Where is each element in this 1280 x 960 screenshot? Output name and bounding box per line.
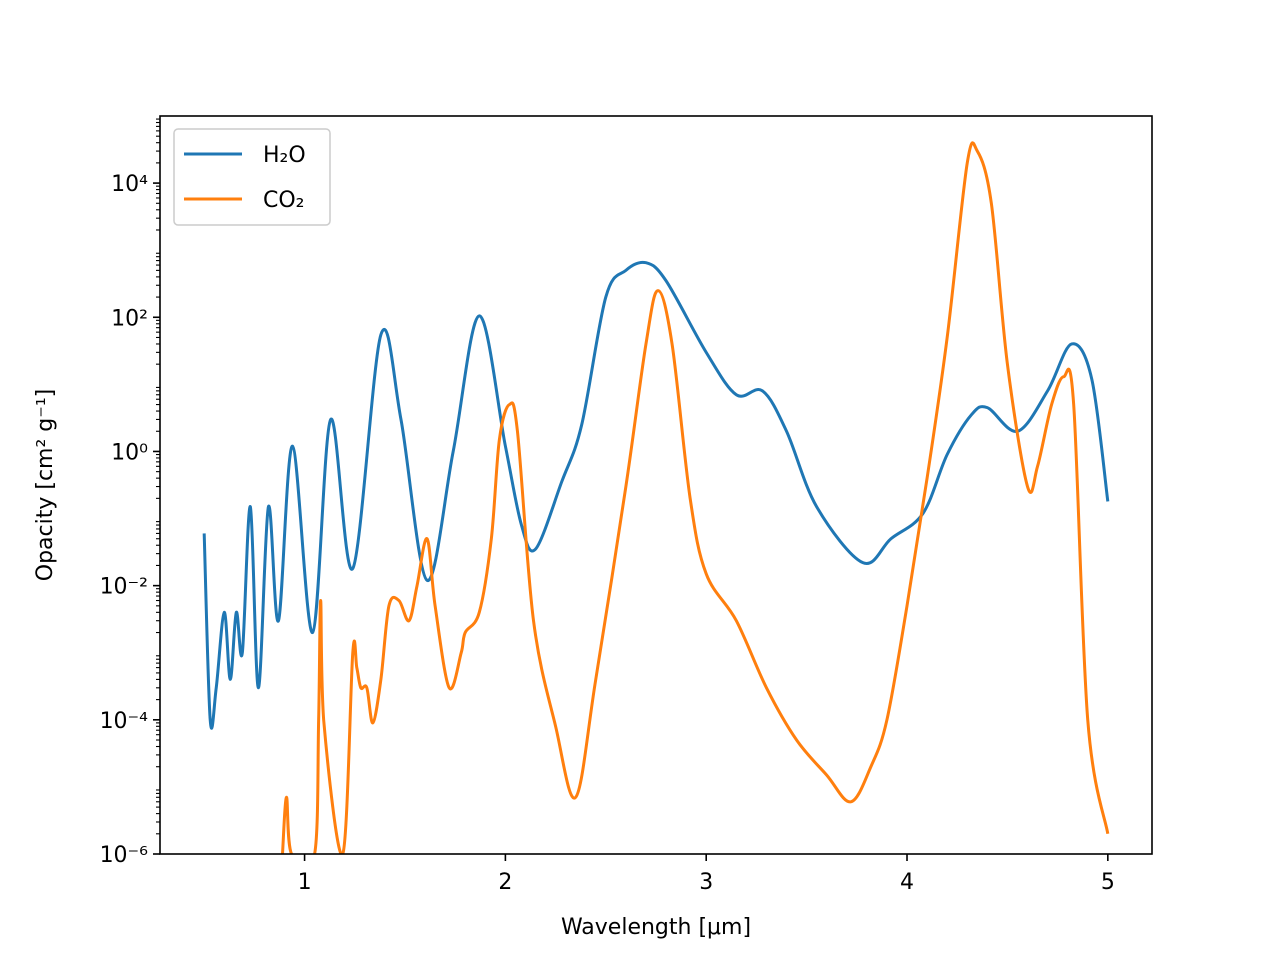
x-tick-label: 2	[498, 870, 512, 895]
series-line-h2o	[202, 260, 1110, 730]
series-line-co2	[280, 141, 1110, 854]
x-tick-label: 5	[1101, 870, 1115, 895]
x-tick-label: 3	[699, 870, 713, 895]
legend: H₂O CO₂	[173, 128, 331, 226]
legend-box	[173, 128, 331, 226]
x-tick-label: 4	[900, 870, 914, 895]
y-tick-label: 10⁻²	[100, 575, 148, 600]
y-tick-label: 10⁰	[111, 440, 148, 465]
legend-co2-label: CO₂	[263, 188, 305, 213]
y-axis: 10⁻⁶ 10⁻⁴ 10⁻² 10⁰ 10² 10⁴	[100, 118, 160, 868]
y-axis-label: Opacity [cm² g⁻¹]	[33, 389, 58, 582]
y-tick-label: 10⁴	[111, 172, 148, 197]
y-tick-label: 10⁻⁴	[100, 709, 149, 734]
legend-h2o-label: H₂O	[263, 143, 306, 168]
plot-frame	[159, 115, 1153, 855]
y-tick-label: 10⁻⁶	[100, 843, 149, 868]
x-axis: 1 2 3 4 5	[298, 854, 1115, 895]
series-layer	[202, 141, 1110, 854]
x-tick-label: 1	[298, 870, 312, 895]
x-axis-label: Wavelength [μm]	[561, 915, 751, 940]
y-tick-label: 10²	[111, 306, 148, 331]
